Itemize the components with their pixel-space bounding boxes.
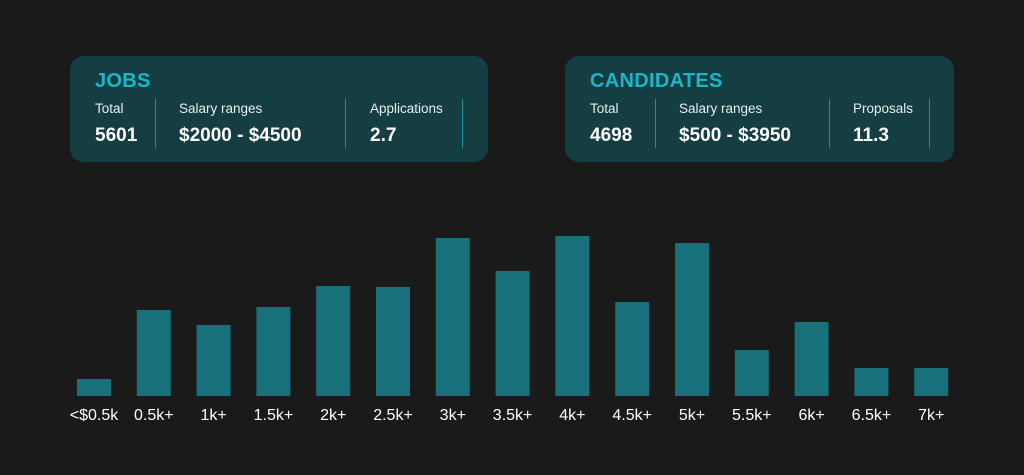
x-tick-label-8: 4k+ <box>559 407 585 424</box>
x-tick-label-11: 5.5k+ <box>732 407 772 424</box>
candidates-divider-3 <box>929 99 930 148</box>
bar-8 <box>555 236 590 396</box>
jobs-applications-value: 2.7 <box>370 125 397 146</box>
x-tick-label-10: 5k+ <box>679 407 705 424</box>
bar-13 <box>854 368 889 396</box>
bar-5 <box>376 287 410 396</box>
x-tick-label-5: 2.5k+ <box>373 407 413 424</box>
candidates-salary-label: Salary ranges <box>679 101 763 116</box>
bar-6 <box>435 238 470 396</box>
bar-10 <box>675 243 709 396</box>
x-tick-label-3: 1.5k+ <box>254 407 294 424</box>
candidates-salary-value: $500 - $3950 <box>679 125 791 146</box>
candidates-card: CANDIDATES Total 4698 Salary ranges $500… <box>565 56 954 162</box>
x-tick-label-4: 2k+ <box>320 407 346 424</box>
jobs-salary-label: Salary ranges <box>179 101 263 116</box>
jobs-title: JOBS <box>95 70 151 92</box>
candidates-proposals-label: Proposals <box>853 101 914 116</box>
candidates-total-stat: Total 4698 <box>590 101 632 149</box>
jobs-card: JOBS Total 5601 Salary ranges $2000 - $4… <box>70 56 488 162</box>
candidates-salary-stat: Salary ranges $500 - $3950 <box>679 101 791 149</box>
bar-12 <box>794 322 829 396</box>
jobs-divider-3 <box>462 99 463 148</box>
x-tick-label-1: 0.5k+ <box>134 407 174 424</box>
jobs-total-value: 5601 <box>95 125 138 146</box>
candidates-total-label: Total <box>590 101 619 116</box>
x-tick-label-2: 1k+ <box>200 407 226 424</box>
bar-2 <box>196 325 231 396</box>
bar-7 <box>495 271 530 396</box>
jobs-total-label: Total <box>95 101 124 116</box>
bar-14 <box>914 368 949 396</box>
bar-4 <box>316 286 351 396</box>
bar-9 <box>615 302 650 396</box>
jobs-salary-value: $2000 - $4500 <box>179 125 302 146</box>
jobs-divider-1 <box>155 99 156 148</box>
candidates-proposals-stat: Proposals 11.3 <box>853 101 913 149</box>
candidates-divider-1 <box>655 99 656 148</box>
jobs-total-stat: Total 5601 <box>95 101 137 149</box>
candidates-title: CANDIDATES <box>590 70 723 92</box>
candidates-total-value: 4698 <box>590 125 633 146</box>
bar-0 <box>77 379 111 396</box>
x-tick-label-14: 7k+ <box>918 407 944 424</box>
jobs-applications-label: Applications <box>370 101 443 116</box>
x-tick-label-6: 3k+ <box>440 407 466 424</box>
bar-11 <box>734 350 769 396</box>
candidates-divider-2 <box>829 99 830 148</box>
bar-3 <box>256 307 291 396</box>
jobs-salary-stat: Salary ranges $2000 - $4500 <box>179 101 302 149</box>
x-tick-label-0: <$0.5k <box>70 407 119 424</box>
x-tick-label-9: 4.5k+ <box>612 407 652 424</box>
jobs-divider-2 <box>345 99 346 148</box>
x-tick-label-7: 3.5k+ <box>493 407 533 424</box>
bar-1 <box>136 310 171 396</box>
x-tick-label-13: 6.5k+ <box>852 407 892 424</box>
candidates-proposals-value: 11.3 <box>853 125 889 146</box>
x-tick-label-12: 6k+ <box>798 407 824 424</box>
jobs-applications-stat: Applications 2.7 <box>370 101 443 149</box>
